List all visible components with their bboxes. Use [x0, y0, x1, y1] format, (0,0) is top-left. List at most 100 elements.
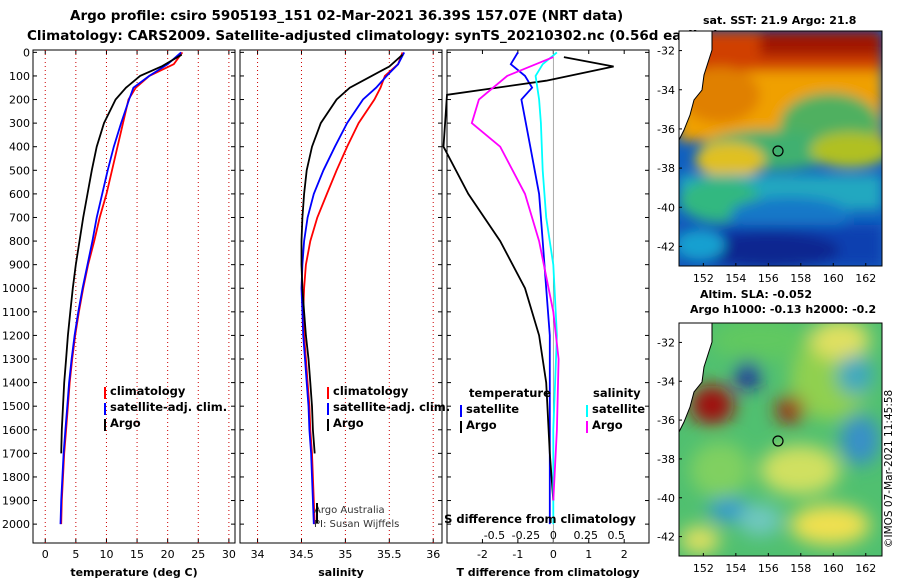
profile-panels: 0100200300400500600700800900100011001200…: [2, 46, 650, 579]
x-tick-label: 34.5: [289, 548, 314, 561]
legend-label: Argo: [592, 418, 623, 432]
legend-label: satellite-adj. clim.: [333, 400, 450, 414]
x-tick-label: -1: [512, 548, 523, 561]
series-salinity-argo: [470, 56, 560, 501]
sla-map-subtitle: Argo h1000: -0.13 h2000: -0.2: [690, 303, 876, 316]
series-argo: [300, 54, 404, 454]
top-axis-label: S difference from climatology: [444, 512, 636, 526]
x-tick-label: -2: [477, 548, 488, 561]
lat-tick-label: -42: [657, 531, 675, 544]
x-axis-label: salinity: [318, 566, 364, 579]
y-tick-label: 1300: [2, 353, 30, 366]
x-tick-label: 25: [191, 548, 205, 561]
x-axis-label: T difference from climatology: [456, 566, 639, 579]
panel-frame: [32, 49, 236, 544]
imos-stamp: ©IMOS 07-Mar-2021 11:45:58: [883, 390, 895, 548]
y-tick-label: 900: [9, 259, 30, 272]
y-tick-label: 1700: [2, 447, 30, 460]
header-line-2: Climatology: CARS2009. Satellite-adjuste…: [27, 28, 719, 44]
lon-tick-label: 156: [758, 272, 779, 285]
lat-tick-label: -40: [657, 201, 675, 214]
series-satellite-adj-clim-: [300, 51, 405, 525]
y-tick-label: 2000: [2, 518, 30, 531]
y-tick-label: 0: [23, 46, 30, 59]
sla-float-marker: [772, 435, 784, 447]
y-tick-label: 500: [9, 164, 30, 177]
y-tick-label: 1800: [2, 471, 30, 484]
y-tick-label: 100: [9, 70, 30, 83]
series-salinity-satellite: [534, 51, 558, 525]
y-tick-label: 300: [9, 117, 30, 130]
sst-map: sat. SST: 21.9 Argo: 21.8: [657, 14, 883, 285]
lon-tick-label: 152: [693, 562, 714, 575]
legend-label: Argo: [110, 416, 141, 430]
x-tick-label: 15: [130, 548, 144, 561]
series-argo: [60, 53, 183, 454]
series-temperature-satellite: [509, 51, 551, 525]
profile-panel-3: -2 -1 0 1 2 T difference from climatology temp…: [442, 49, 650, 579]
lon-tick-label: 154: [725, 562, 746, 575]
panel-frame: [446, 49, 650, 544]
lat-tick-label: -32: [657, 336, 675, 349]
lat-tick-label: -38: [657, 162, 675, 175]
y-tick-label: 700: [9, 211, 30, 224]
lon-tick-label: 160: [823, 562, 844, 575]
lon-tick-label: 156: [758, 562, 779, 575]
lat-tick-label: -36: [657, 123, 675, 136]
y-tick-label: 1500: [2, 400, 30, 413]
lon-tick-label: 162: [855, 272, 876, 285]
lon-tick-label: 158: [790, 562, 811, 575]
x-tick-label: 35.5: [377, 548, 402, 561]
top-tick-label: 0.25: [574, 529, 599, 542]
legend-label: satellite-adj. clim.: [110, 400, 227, 414]
lon-tick-label: 158: [790, 272, 811, 285]
lat-tick-label: -34: [657, 84, 675, 97]
legend-label: climatology: [333, 384, 409, 398]
x-tick-label: 36: [426, 548, 440, 561]
lat-tick-label: -40: [657, 492, 675, 505]
series-satellite-adj-clim-: [59, 51, 182, 525]
lon-tick-label: 160: [823, 272, 844, 285]
y-tick-label: 400: [9, 141, 30, 154]
sst-float-marker: [772, 145, 784, 157]
lat-tick-label: -42: [657, 240, 675, 253]
lat-tick-label: -36: [657, 414, 675, 427]
sla-map-title: Altim. SLA: -0.052: [700, 288, 812, 301]
x-tick-label: 35: [338, 548, 352, 561]
y-tick-label: 1200: [2, 329, 30, 342]
x-tick-label: 2: [621, 548, 628, 561]
profile-panel-2: 34 34.5 35 35.5 36 salinity climatology satelli…: [239, 49, 450, 579]
sla-map: Altim. SLA: -0.052 Argo h1000: -0.13 h20…: [657, 288, 883, 575]
y-tick-label: 1400: [2, 377, 30, 390]
lat-tick-label: -32: [657, 45, 675, 58]
x-tick-label: 30: [222, 548, 236, 561]
x-axis-label: temperature (deg C): [70, 566, 197, 579]
legend-label: climatology: [110, 384, 186, 398]
lon-tick-label: 154: [725, 272, 746, 285]
x-tick-label: 5: [72, 548, 79, 561]
x-tick-label: 10: [99, 548, 113, 561]
x-tick-label: 34: [251, 548, 265, 561]
series-temperature-argo: [442, 56, 614, 501]
x-tick-label: 1: [585, 548, 592, 561]
annotation-text: PI: Susan Wijffels: [314, 519, 399, 530]
lon-tick-label: 162: [855, 562, 876, 575]
legend-label: satellite: [466, 402, 519, 416]
sst-map-title: sat. SST: 21.9 Argo: 21.8: [703, 14, 856, 27]
x-tick-label: 0: [42, 548, 49, 561]
y-tick-label: 1900: [2, 495, 30, 508]
y-tick-label: 600: [9, 188, 30, 201]
lon-tick-label: 152: [693, 272, 714, 285]
legend-title-temperature: temperature: [469, 386, 551, 400]
top-tick-label: 0: [550, 529, 557, 542]
y-tick-label: 200: [9, 94, 30, 107]
top-tick-label: -0.25: [512, 529, 540, 542]
x-tick-label: 0: [550, 548, 557, 561]
legend-label: satellite: [592, 402, 645, 416]
annotation-text: Argo Australia: [314, 505, 385, 516]
x-tick-label: 20: [161, 548, 175, 561]
y-tick-label: 800: [9, 235, 30, 248]
series-climatology: [302, 52, 404, 525]
legend-label: Argo: [333, 416, 364, 430]
